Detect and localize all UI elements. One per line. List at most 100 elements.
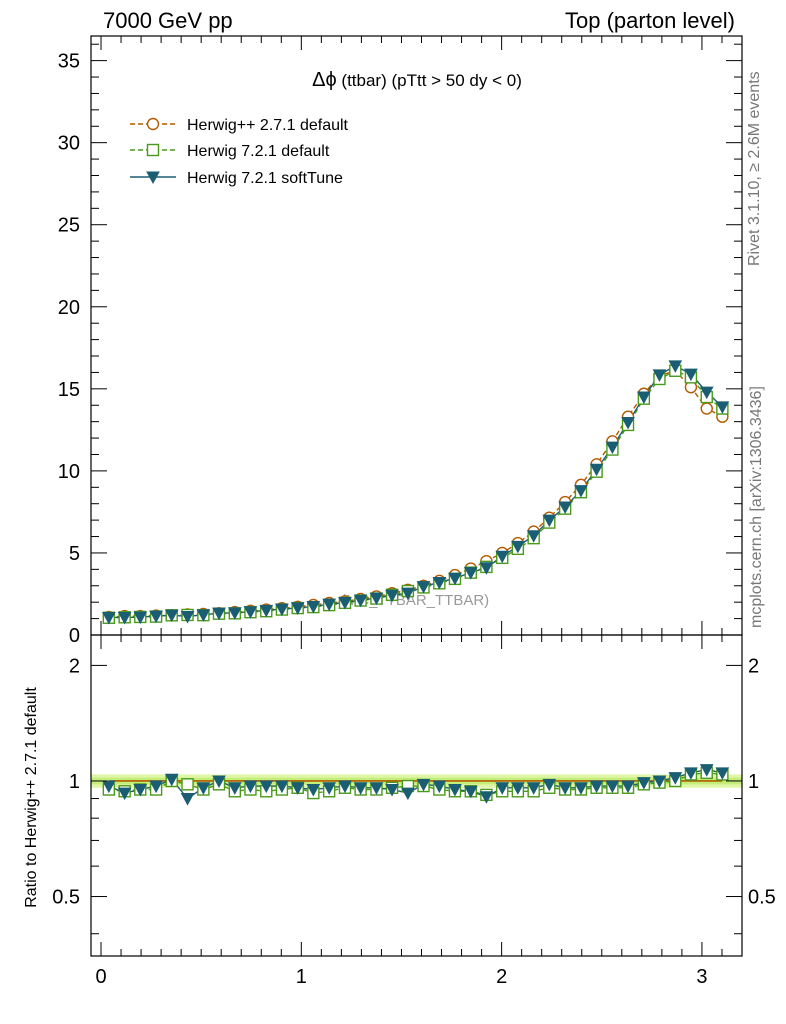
point-herwig-7-2-1-softtune: [117, 611, 132, 625]
point-herwig-7-2-1-softtune: [133, 611, 148, 625]
ratio-point-herwig-7-2-1-softtune: [180, 793, 195, 806]
point-herwig-7-2-1-softtune: [605, 441, 620, 455]
legend-label: Herwig 7.2.1 softTune: [187, 170, 343, 187]
ratio-point-herwig-7-2-1-softtune: [101, 780, 116, 794]
ratio-point-herwig-7-2-1-softtune: [306, 784, 321, 797]
point-herwig-7-2-1-softtune: [212, 607, 226, 621]
y-tick-label: 25: [58, 215, 80, 237]
ratio-line-herwig-7-2-1-default: [108, 772, 723, 796]
ratio-point-herwig-7-2-1-softtune: [652, 775, 667, 789]
x-tick-label: 0: [95, 966, 106, 988]
axes: [90, 35, 743, 957]
legend-label: Herwig++ 2.7.1 default: [187, 117, 349, 134]
ratio-point-herwig-7-2-1-softtune: [117, 787, 132, 801]
point-herwig-7-2-1-softtune: [684, 368, 698, 382]
ratio-point-herwig-7-2-1-softtune: [385, 784, 399, 797]
point-herwig-7-2-1-softtune: [275, 603, 289, 617]
x-tick-label: 2: [496, 966, 507, 988]
ratio-point-herwig-7-2-1-default: [181, 778, 194, 791]
ratio-point-herwig-7-2-1-softtune: [259, 780, 274, 794]
ratio-point-herwig-7-2-1-softtune: [558, 782, 572, 795]
series-line-herwig-7-2-1-default: [108, 370, 723, 619]
ratio-point-herwig-7-2-1-softtune: [511, 782, 525, 795]
point-herwig-7-2-1-softtune: [338, 597, 352, 610]
ratio-point-herwig-7-2-1-softtune: [164, 773, 179, 787]
ratio-point-herwig-7-2-1-softtune: [668, 772, 683, 785]
ratio-point-herwig-7-2-1-softtune: [432, 780, 447, 794]
point-herwig-7-2-1-softtune: [227, 607, 242, 620]
point-herwig-7-2-1-softtune: [479, 562, 494, 575]
chart-title: Δϕ (ttbar) (pTtt > 50 dy < 0): [312, 69, 522, 91]
rivet-label: Rivet 3.1.10, ≥ 2.6M events: [746, 71, 763, 266]
point-herwig-7-2-1-softtune: [196, 609, 211, 622]
point-herwig-7-2-1-softtune: [180, 610, 195, 624]
point-herwig-7-2-1-softtune: [164, 609, 179, 623]
ratio-point-herwig-7-2-1-softtune: [133, 784, 148, 797]
point-herwig-7-2-1-softtune: [495, 550, 510, 564]
ratio-y-label: Ratio to Herwig++ 2.7.1 default: [23, 687, 40, 908]
point-herwig-7-2-1-softtune: [715, 401, 730, 414]
y-tick-label: 35: [58, 51, 80, 73]
y-tick-label: 0: [69, 625, 80, 647]
y-tick-label: 20: [58, 297, 80, 319]
ratio-point-herwig-7-2-1-softtune: [699, 764, 714, 777]
point-herwig-7-2-1-softtune: [589, 463, 604, 477]
point-herwig-2-7-1-default: [700, 402, 713, 415]
ratio-point-herwig-7-2-1-softtune: [149, 780, 163, 794]
y-tick-label-ratio-right: 1: [748, 771, 759, 793]
ratio-point-herwig-7-2-1-softtune: [290, 782, 305, 795]
point-herwig-7-2-1-softtune: [416, 581, 431, 594]
title-text: (ttbar) (pTtt > 50 dy < 0): [337, 71, 522, 90]
ratio-point-herwig-7-2-1-softtune: [212, 775, 226, 789]
point-herwig-7-2-1-softtune: [621, 416, 635, 430]
y-tick-label-ratio: 2: [69, 655, 80, 677]
ratio-point-herwig-7-2-1-softtune: [684, 767, 698, 780]
y-tick-label: 5: [69, 543, 80, 565]
point-herwig-7-2-1-softtune: [637, 391, 651, 405]
point-herwig-7-2-1-softtune: [574, 485, 588, 498]
ratio-point-herwig-7-2-1-softtune: [353, 782, 368, 795]
ratio-point-herwig-7-2-1-softtune: [715, 767, 730, 780]
point-herwig-7-2-1-softtune: [542, 514, 557, 528]
y-tick-label-ratio-right: 2: [748, 655, 759, 677]
point-herwig-7-2-1-softtune: [511, 540, 525, 554]
ratio-point-herwig-7-2-1-softtune: [463, 785, 478, 799]
header-left: 7000 GeV pp: [103, 8, 233, 33]
ratio-point-herwig-7-2-1-softtune: [227, 782, 242, 795]
ratio-line-herwig-7-2-1-softtune: [108, 768, 723, 800]
ratio-point-herwig-7-2-1-softtune: [196, 782, 211, 795]
ratio-frame: [90, 634, 743, 957]
point-herwig-7-2-1-softtune: [652, 369, 667, 382]
ratio-point-herwig-7-2-1-softtune: [416, 778, 431, 792]
y-tick-label-ratio: 0.5: [52, 887, 80, 909]
ratio-point-herwig-7-2-1-softtune: [621, 780, 635, 794]
point-herwig-7-2-1-softtune: [353, 594, 368, 608]
y-tick-label-ratio-right: 0.5: [748, 887, 776, 909]
mcplots-label: mcplots.cern.ch [arXiv:1306.3436]: [748, 386, 765, 628]
ratio-point-herwig-7-2-1-softtune: [243, 780, 258, 794]
main-plot: (MC_TTBAR_TTBAR): [101, 360, 730, 625]
point-herwig-7-2-1-softtune: [385, 589, 399, 603]
ratio-point-herwig-7-2-1-softtune: [401, 787, 415, 801]
legend-marker: [146, 171, 160, 185]
point-herwig-7-2-1-softtune: [463, 567, 478, 580]
point-herwig-7-2-1-softtune: [259, 604, 274, 618]
point-herwig-7-2-1-softtune: [290, 602, 305, 615]
x-tick-label: 1: [296, 966, 307, 988]
ratio-point-herwig-7-2-1-softtune: [322, 782, 337, 795]
point-herwig-7-2-1-softtune: [306, 600, 321, 614]
ratio-point-herwig-7-2-1-softtune: [605, 780, 620, 794]
point-herwig-7-2-1-softtune: [243, 606, 258, 619]
ratio-point-herwig-7-2-1-softtune: [574, 782, 588, 795]
series-line-herwig-2-7-1-default: [108, 369, 723, 618]
y-tick-label: 15: [58, 379, 80, 401]
point-herwig-7-2-1-softtune: [149, 610, 163, 624]
point-herwig-7-2-1-softtune: [668, 360, 683, 373]
series-line-herwig-7-2-1-softtune: [108, 365, 723, 619]
x-tick-label: 3: [696, 966, 707, 988]
y-tick-label-ratio: 1: [69, 771, 80, 793]
ratio-point-herwig-7-2-1-softtune: [479, 791, 494, 804]
ratio-point-herwig-7-2-1-softtune: [589, 780, 604, 794]
